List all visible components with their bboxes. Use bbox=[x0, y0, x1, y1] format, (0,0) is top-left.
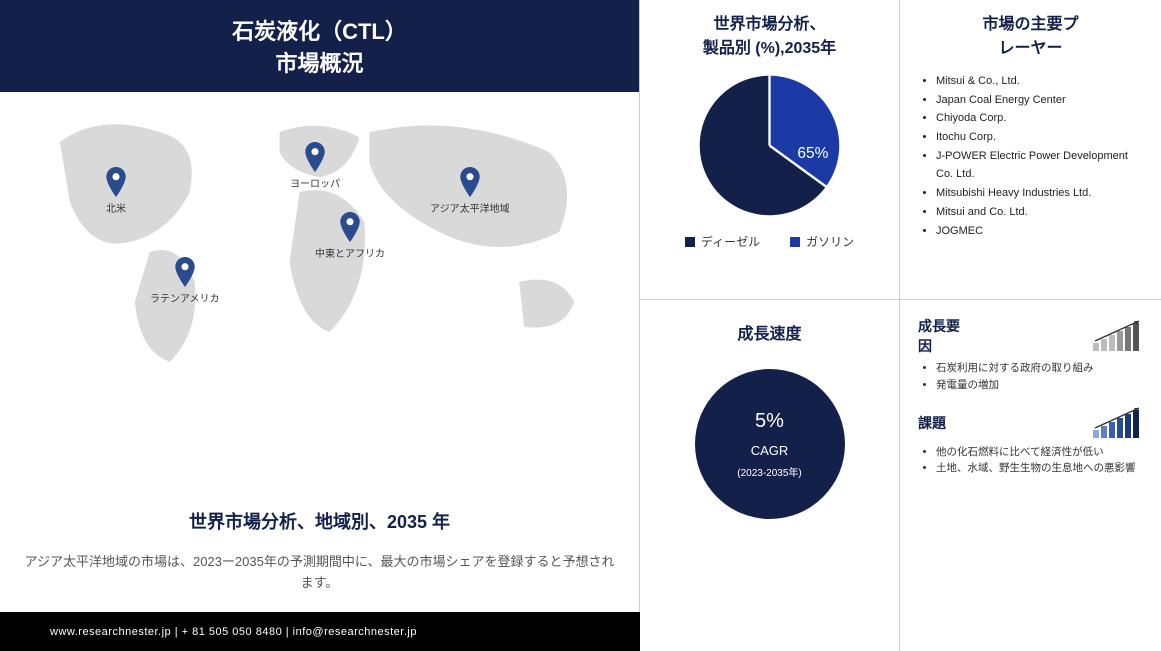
pin-label: 北米 bbox=[105, 200, 127, 215]
pin-label: アジア太平洋地域 bbox=[430, 200, 510, 215]
growth-title: 成長速度 bbox=[650, 320, 889, 344]
growth-pct: 5% bbox=[755, 410, 784, 433]
pie-chart: 65% bbox=[650, 68, 889, 223]
challenges-list: 他の化石燃料に比べて経済性が低い土地、水域、野生生物の生息地への悪影響 bbox=[918, 444, 1143, 478]
challenge-item: 土地、水域、野生生物の生息地への悪影響 bbox=[936, 460, 1143, 477]
player-item: Chiyoda Corp. bbox=[936, 109, 1143, 128]
legend-item: ディーゼル bbox=[685, 233, 760, 250]
player-item: J-POWER Electric Power Development Co. L… bbox=[936, 147, 1143, 184]
pin-label: ラテンアメリカ bbox=[150, 290, 220, 305]
pin-mea: 中東とアフリカ bbox=[315, 212, 385, 260]
pin-north-america: 北米 bbox=[105, 167, 127, 215]
growth-panel: 成長速度 5% CAGR (2023-2035年) bbox=[640, 300, 900, 651]
challenge-item: 他の化石燃料に比べて経済性が低い bbox=[936, 444, 1143, 461]
player-item: Mitsubishi Heavy Industries Ltd. bbox=[936, 184, 1143, 203]
player-item: Japan Coal Energy Center bbox=[936, 91, 1143, 110]
bar-challenge-icon bbox=[1093, 406, 1143, 440]
region-analysis-text: アジア太平洋地域の市場は、2023ー2035年の予測期間中に、最大の市場シェアを… bbox=[20, 552, 619, 594]
growth-cagr: CAGR bbox=[751, 443, 789, 458]
growth-circle: 5% CAGR (2023-2035年) bbox=[695, 369, 845, 519]
challenges-head: 課題 bbox=[918, 406, 1143, 440]
players-title-l1: 市場の主要プ bbox=[918, 10, 1143, 34]
growth-range: (2023-2035年) bbox=[737, 464, 801, 479]
title-banner: 石炭液化（CTL） 市場概況 bbox=[0, 0, 639, 92]
growth-factors-title-l1: 成長要 bbox=[918, 316, 960, 336]
players-title-l2: レーヤー bbox=[918, 34, 1143, 58]
title-line1: 石炭液化（CTL） bbox=[0, 14, 639, 46]
growth-factor-item: 石炭利用に対する政府の取り組み bbox=[936, 360, 1143, 377]
pie-legend: ディーゼル ガソリン bbox=[650, 233, 889, 250]
overview-panel: 石炭液化（CTL） 市場概況 北米 ラテンアメリカ ヨーロッパ bbox=[0, 0, 640, 612]
growth-factors-head: 成長要 因 bbox=[918, 316, 1143, 356]
footer-text: www.researchnester.jp | + 81 505 050 848… bbox=[50, 626, 417, 638]
svg-text:65%: 65% bbox=[797, 145, 828, 162]
pie-title-l1: 世界市場分析、 bbox=[650, 10, 889, 34]
title-line2: 市場概況 bbox=[0, 46, 639, 78]
world-map: 北米 ラテンアメリカ ヨーロッパ 中東とアフリカ アジア太平洋地域 bbox=[0, 92, 639, 498]
player-item: Itochu Corp. bbox=[936, 128, 1143, 147]
growth-factor-item: 発電量の増加 bbox=[936, 377, 1143, 394]
factors-panel: 成長要 因 石炭利用に対する政府の取り組み発電量の増加 課題 他の化石燃料に比 bbox=[900, 300, 1161, 651]
pin-label: ヨーロッパ bbox=[290, 175, 340, 190]
pie-svg: 65% bbox=[692, 68, 847, 223]
player-item: Mitsui & Co., Ltd. bbox=[936, 72, 1143, 91]
players-title: 市場の主要プ レーヤー bbox=[918, 10, 1143, 58]
pin-apac: アジア太平洋地域 bbox=[430, 167, 510, 215]
footer-bar: www.researchnester.jp | + 81 505 050 848… bbox=[0, 612, 640, 651]
pin-latam: ラテンアメリカ bbox=[150, 257, 220, 305]
pie-title-l2: 製品別 (%),2035年 bbox=[650, 34, 889, 58]
challenges-title: 課題 bbox=[918, 413, 946, 433]
players-panel: 市場の主要プ レーヤー Mitsui & Co., Ltd.Japan Coal… bbox=[900, 0, 1161, 300]
player-item: JOGMEC bbox=[936, 222, 1143, 241]
pie-title: 世界市場分析、 製品別 (%),2035年 bbox=[650, 10, 889, 58]
legend-label: ガソリン bbox=[806, 233, 854, 250]
legend-item: ガソリン bbox=[790, 233, 854, 250]
pie-panel: 世界市場分析、 製品別 (%),2035年 65% ディーゼル ガソリン bbox=[640, 0, 900, 300]
pin-label: 中東とアフリカ bbox=[315, 245, 385, 260]
region-analysis-title: 世界市場分析、地域別、2035 年 bbox=[0, 508, 639, 534]
legend-label: ディーゼル bbox=[701, 233, 760, 250]
players-list: Mitsui & Co., Ltd.Japan Coal Energy Cent… bbox=[918, 72, 1143, 240]
bar-growth-icon bbox=[1093, 319, 1143, 353]
growth-factors-list: 石炭利用に対する政府の取り組み発電量の増加 bbox=[918, 360, 1143, 394]
growth-factors-title-l2: 因 bbox=[918, 336, 960, 356]
pin-europe: ヨーロッパ bbox=[290, 142, 340, 190]
player-item: Mitsui and Co. Ltd. bbox=[936, 203, 1143, 222]
